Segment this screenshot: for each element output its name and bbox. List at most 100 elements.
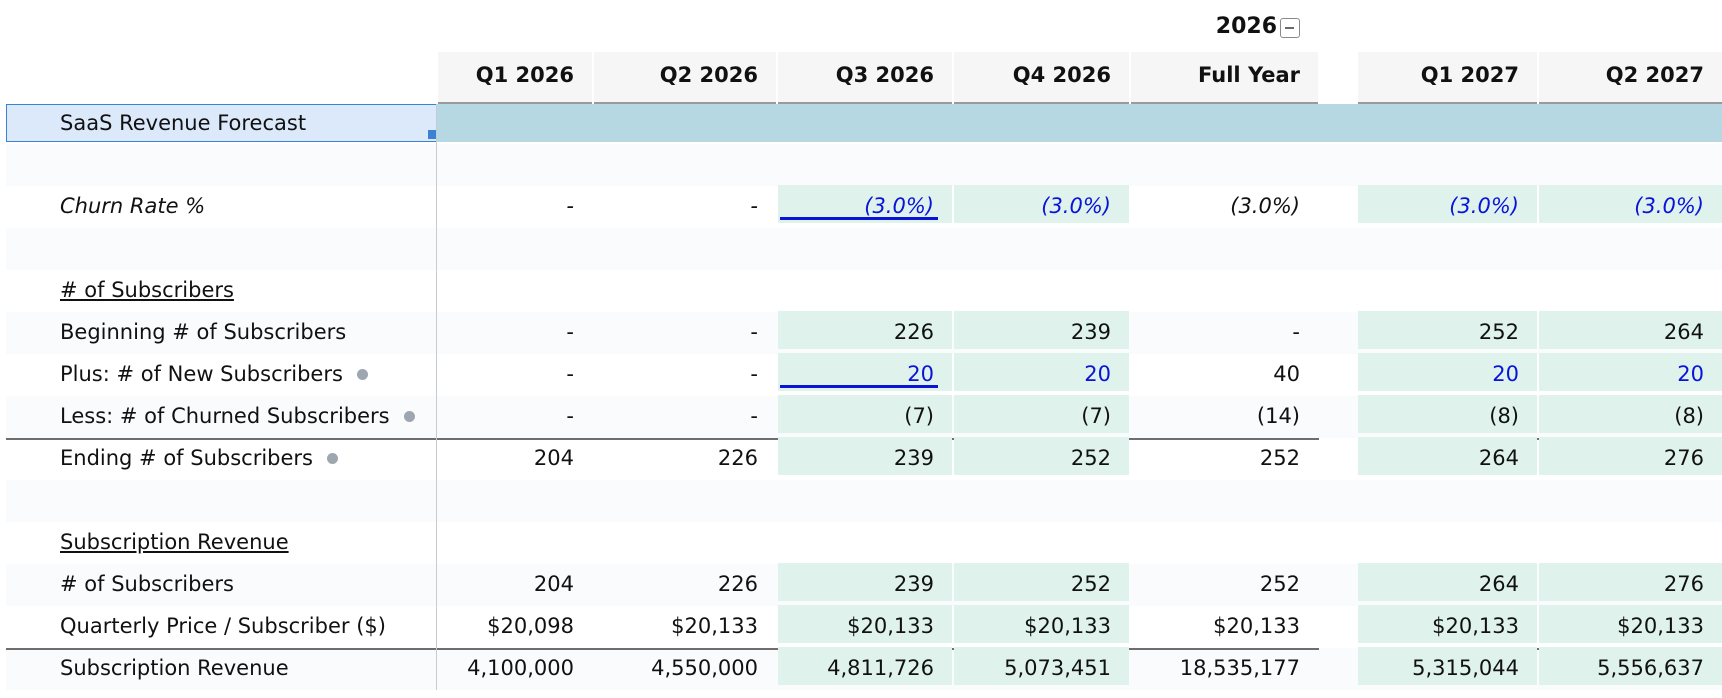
- cell-new-subscribers-2[interactable]: 20: [907, 362, 934, 386]
- forecast-cell-background: [778, 605, 952, 643]
- column-header-border: [1131, 102, 1318, 104]
- cell-churned-subscribers-4[interactable]: (14): [1256, 404, 1300, 428]
- column-header-4[interactable]: Full Year: [1197, 63, 1300, 87]
- cell-churned-subscribers-5[interactable]: (8): [1489, 404, 1519, 428]
- forecast-cell-background: [1539, 353, 1722, 391]
- cell-ending-subscribers-5[interactable]: 264: [1478, 446, 1519, 470]
- cell-beginning-subscribers-5[interactable]: 252: [1478, 320, 1519, 344]
- cell-churned-subscribers-2[interactable]: (7): [904, 404, 934, 428]
- row-label-text: # of Subscribers: [60, 572, 234, 596]
- cell-ending-subscribers-1[interactable]: 226: [717, 446, 758, 470]
- column-header-2[interactable]: Q3 2026: [835, 63, 934, 87]
- column-header-3[interactable]: Q4 2026: [1012, 63, 1111, 87]
- cell-new-subscribers-1[interactable]: -: [750, 362, 758, 386]
- column-header-background: [1131, 52, 1318, 102]
- cell-ending-subscribers-2[interactable]: 239: [893, 446, 934, 470]
- cell-revenue-subscribers-6[interactable]: 276: [1663, 572, 1704, 596]
- note-dot-icon[interactable]: [327, 452, 338, 464]
- cell-subscription-revenue-4[interactable]: 18,535,177: [1179, 656, 1300, 680]
- cell-revenue-subscribers-2[interactable]: 239: [893, 572, 934, 596]
- cell-new-subscribers-3[interactable]: 20: [1084, 362, 1111, 386]
- row-label-text: # of Subscribers: [60, 278, 234, 302]
- cell-revenue-subscribers-4[interactable]: 252: [1259, 572, 1300, 596]
- cell-churned-subscribers-1[interactable]: -: [750, 404, 758, 428]
- row-label-text: Subscription Revenue: [60, 530, 289, 554]
- cell-beginning-subscribers-0[interactable]: -: [566, 320, 574, 344]
- note-dot-icon[interactable]: [403, 410, 415, 422]
- cell-subscription-revenue-0[interactable]: 4,100,000: [467, 656, 574, 680]
- cell-ending-subscribers-6[interactable]: 276: [1663, 446, 1704, 470]
- cell-subscription-revenue-5[interactable]: 5,315,044: [1412, 656, 1519, 680]
- note-dot-icon[interactable]: [356, 368, 368, 380]
- cell-subscription-revenue-6[interactable]: 5,556,637: [1597, 656, 1704, 680]
- cell-new-subscribers-4[interactable]: 40: [1273, 362, 1300, 386]
- cell-subscription-revenue-1[interactable]: 4,550,000: [651, 656, 758, 680]
- forecast-cell-background: [1358, 647, 1537, 685]
- cell-quarterly-price-5[interactable]: $20,133: [1432, 614, 1519, 638]
- cell-quarterly-price-1[interactable]: $20,133: [671, 614, 758, 638]
- cell-ending-subscribers-4[interactable]: 252: [1259, 446, 1300, 470]
- column-header-border: [438, 102, 592, 104]
- row-label-text: Quarterly Price / Subscriber ($): [60, 614, 386, 638]
- sheet-title: SaaS Revenue Forecast: [60, 111, 307, 135]
- column-header-background: [1539, 52, 1722, 102]
- cell-churn-rate-6[interactable]: (3.0%): [1634, 194, 1704, 218]
- column-header-border: [954, 102, 1129, 104]
- column-header-5[interactable]: Q1 2027: [1420, 63, 1519, 87]
- forecast-cell-background: [954, 437, 1129, 475]
- forecast-cell-background: [778, 311, 952, 349]
- row-label-subscribers-section: # of Subscribers: [60, 277, 234, 303]
- forecast-cell-background: [1358, 563, 1537, 601]
- cell-beginning-subscribers-6[interactable]: 264: [1663, 320, 1704, 344]
- cell-new-subscribers-6[interactable]: 20: [1677, 362, 1704, 386]
- row-label-text: Plus: # of New Subscribers: [60, 362, 343, 386]
- minus-square-icon[interactable]: [1280, 18, 1300, 38]
- column-header-1[interactable]: Q2 2026: [659, 63, 758, 87]
- cell-revenue-subscribers-1[interactable]: 226: [717, 572, 758, 596]
- cell-beginning-subscribers-1[interactable]: -: [750, 320, 758, 344]
- column-header-background: [778, 52, 952, 102]
- cell-revenue-subscribers-0[interactable]: 204: [533, 572, 574, 596]
- cell-ending-subscribers-0[interactable]: 204: [533, 446, 574, 470]
- row-band: [6, 144, 1722, 186]
- cell-revenue-subscribers-5[interactable]: 264: [1478, 572, 1519, 596]
- cell-ending-subscribers-3[interactable]: 252: [1070, 446, 1111, 470]
- cell-beginning-subscribers-4[interactable]: -: [1292, 320, 1300, 344]
- cell-beginning-subscribers-3[interactable]: 239: [1070, 320, 1111, 344]
- forecast-cell-background: [1358, 395, 1537, 433]
- cell-subscription-revenue-3[interactable]: 5,073,451: [1004, 656, 1111, 680]
- title-row-band: [437, 104, 1722, 142]
- cell-churned-subscribers-6[interactable]: (8): [1674, 404, 1704, 428]
- cell-churn-rate-0[interactable]: -: [566, 194, 574, 218]
- fill-handle[interactable]: [428, 130, 437, 139]
- total-separator-line: [6, 438, 1319, 440]
- column-header-background: [594, 52, 776, 102]
- cell-new-subscribers-0[interactable]: -: [566, 362, 574, 386]
- forecast-cell-background: [1539, 647, 1722, 685]
- frozen-pane-divider: [436, 104, 437, 690]
- cell-churn-rate-4[interactable]: (3.0%): [1230, 194, 1300, 218]
- cell-new-subscribers-5[interactable]: 20: [1492, 362, 1519, 386]
- cell-quarterly-price-4[interactable]: $20,133: [1213, 614, 1300, 638]
- cell-churned-subscribers-0[interactable]: -: [566, 404, 574, 428]
- row-label-text: Beginning # of Subscribers: [60, 320, 347, 344]
- cell-quarterly-price-2[interactable]: $20,133: [847, 614, 934, 638]
- cell-churn-rate-3[interactable]: (3.0%): [1041, 194, 1111, 218]
- forecast-cell-background: [954, 353, 1129, 391]
- forecast-cell-background: [954, 647, 1129, 685]
- cell-subscription-revenue-2[interactable]: 4,811,726: [827, 656, 934, 680]
- column-header-0[interactable]: Q1 2026: [475, 63, 574, 87]
- forecast-cell-background: [1539, 437, 1722, 475]
- cell-quarterly-price-3[interactable]: $20,133: [1024, 614, 1111, 638]
- cell-churn-rate-1[interactable]: -: [750, 194, 758, 218]
- forecast-cell-background: [1358, 437, 1537, 475]
- column-header-6[interactable]: Q2 2027: [1605, 63, 1704, 87]
- forecast-cell-background: [1358, 185, 1537, 223]
- cell-quarterly-price-0[interactable]: $20,098: [487, 614, 574, 638]
- cell-beginning-subscribers-2[interactable]: 226: [893, 320, 934, 344]
- cell-churn-rate-2[interactable]: (3.0%): [864, 194, 934, 218]
- cell-churned-subscribers-3[interactable]: (7): [1081, 404, 1111, 428]
- cell-quarterly-price-6[interactable]: $20,133: [1617, 614, 1704, 638]
- cell-revenue-subscribers-3[interactable]: 252: [1070, 572, 1111, 596]
- cell-churn-rate-5[interactable]: (3.0%): [1449, 194, 1519, 218]
